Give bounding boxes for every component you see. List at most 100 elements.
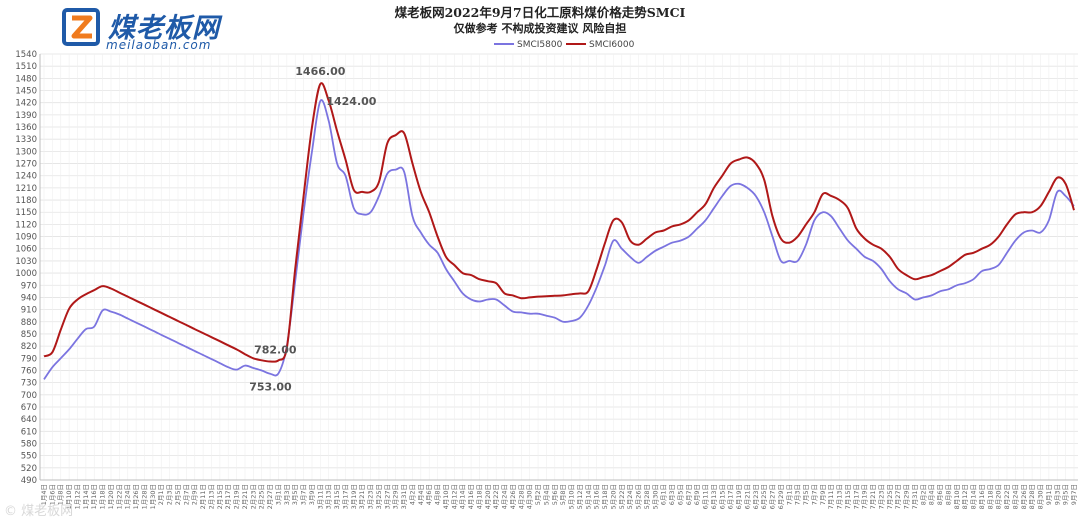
x-tick-label: 6月11日 [702, 484, 710, 509]
x-tick-label: 5月28日 [643, 484, 651, 509]
y-tick-label: 700 [21, 391, 37, 401]
y-tick-label: 730 [21, 379, 37, 389]
y-tick-label: 670 [21, 403, 37, 413]
brand-logo: 煤老板网 meilaoban.com [62, 8, 262, 52]
x-tick-label: 5月30日 [651, 484, 659, 509]
x-tick-label: 7月27日 [894, 484, 902, 509]
x-tick-label: 2月11日 [199, 484, 207, 509]
x-tick-label: 5月4日 [542, 484, 550, 505]
x-tick-label: 7月17日 [852, 484, 860, 509]
x-tick-label: 1月24日 [124, 484, 132, 509]
x-tick-label: 2月13日 [207, 484, 215, 509]
x-tick-label: 4月10日 [442, 484, 450, 509]
x-tick-label: 6月17日 [727, 484, 735, 509]
x-tick-label: 7月11日 [827, 484, 835, 509]
y-tick-label: 1180 [15, 196, 37, 206]
x-tick-label: 9月1日 [1045, 484, 1053, 505]
x-tick-label: 2月3日 [166, 484, 174, 505]
x-tick-label: 4月8日 [434, 484, 442, 505]
x-tick-label: 6月15日 [718, 484, 726, 509]
x-tick-label: 1月16日 [90, 484, 98, 509]
x-tick-label: 1月30日 [149, 484, 157, 509]
x-tick-label: 6月5日 [676, 484, 684, 505]
x-tick-label: 5月6日 [551, 484, 559, 505]
y-tick-label: 1210 [15, 184, 37, 194]
x-tick-label: 8月14日 [970, 484, 978, 509]
x-tick-label: 6月3日 [668, 484, 676, 505]
logo-url-text: meilaoban.com [106, 38, 212, 52]
x-tick-label: 7月21日 [869, 484, 877, 509]
x-tick-label: 2月7日 [182, 484, 190, 505]
y-tick-label: 1150 [15, 208, 37, 218]
y-tick-label: 910 [21, 306, 37, 316]
y-tick-label: 1390 [15, 111, 37, 121]
y-tick-label: 1000 [15, 269, 37, 279]
x-tick-label: 8月28日 [1028, 484, 1036, 509]
x-tick-label: 3月1日 [274, 484, 282, 505]
y-tick-label: 1480 [15, 74, 37, 84]
grid [39, 53, 1078, 481]
y-tick-label: 850 [21, 330, 37, 340]
x-tick-label: 2月19日 [233, 484, 241, 509]
x-tick-label: 8月20日 [995, 484, 1003, 509]
x-tick-label: 3月13日 [325, 484, 333, 509]
data-label: 782.00 [254, 344, 297, 357]
x-tick-label: 3月3日 [283, 484, 291, 505]
x-tick-label: 4月24日 [501, 484, 509, 509]
x-tick-label: 7月7日 [810, 484, 818, 505]
y-tick-label: 1090 [15, 233, 37, 243]
x-tick-label: 1月8日 [57, 484, 65, 505]
x-tick-label: 9月7日 [1070, 484, 1078, 505]
x-tick-label: 5月20日 [609, 484, 617, 509]
x-tick-label: 5月16日 [593, 484, 601, 509]
x-tick-label: 7月25日 [886, 484, 894, 509]
x-tick-label: 8月30日 [1037, 484, 1045, 509]
legend-label-smci6000: SMCI6000 [589, 40, 635, 50]
x-tick-label: 7月1日 [785, 484, 793, 505]
x-tick-label: 7月15日 [844, 484, 852, 509]
x-tick-label: 8月4日 [928, 484, 936, 505]
x-tick-label: 5月12日 [576, 484, 584, 509]
legend-label-smci5800: SMCI5800 [517, 40, 563, 50]
x-tick-label: 5月24日 [626, 484, 634, 509]
x-tick-label: 7月29日 [903, 484, 911, 509]
logo-brand-text: 煤老板网 [108, 13, 220, 44]
y-tick-label: 490 [21, 476, 37, 486]
x-tick-label: 6月9日 [693, 484, 701, 505]
x-tick-label: 4月18日 [475, 484, 483, 509]
chart-subtitle: 仅做参考 不构成投资建议 风险自担 [453, 21, 627, 35]
x-tick-label: 5月2日 [534, 484, 542, 505]
x-tick-label: 8月10日 [953, 484, 961, 509]
series-line-smci6000 [43, 82, 1075, 363]
x-tick-label: 4月28日 [517, 484, 525, 509]
x-tick-label: 6月13日 [710, 484, 718, 509]
y-tick-label: 1540 [15, 50, 37, 60]
watermark: © 煤老板网 [4, 504, 74, 519]
y-tick-label: 1240 [15, 172, 37, 182]
x-tick-label: 4月20日 [484, 484, 492, 509]
x-tick-label: 8月18日 [986, 484, 994, 509]
x-tick-label: 6月21日 [743, 484, 751, 509]
x-tick-label: 7月23日 [877, 484, 885, 509]
x-tick-label: 7月3日 [794, 484, 802, 505]
x-tick-label: 2月15日 [216, 484, 224, 509]
x-tick-label: 1月20日 [107, 484, 115, 509]
x-tick-label: 7月5日 [802, 484, 810, 505]
data-label: 1424.00 [326, 95, 376, 108]
x-tick-label: 8月16日 [978, 484, 986, 509]
x-tick-label: 6月7日 [685, 484, 693, 505]
x-axis: 1月4日 1月6日 1月8日 1月10日 1月12日 1月14日 1月16日 1月18日 1月2… [40, 484, 1078, 509]
x-tick-label: 8月8日 [944, 484, 952, 505]
x-tick-label: 8月22日 [1003, 484, 1011, 509]
x-tick-label: 5月8日 [559, 484, 567, 505]
x-tick-label: 9月3日 [1053, 484, 1061, 505]
x-tick-label: 6月1日 [660, 484, 668, 505]
x-tick-label: 7月9日 [819, 484, 827, 505]
x-tick-label: 1月26日 [132, 484, 140, 509]
x-tick-label: 3月5日 [291, 484, 299, 505]
x-tick-label: 8月12日 [961, 484, 969, 509]
x-tick-label: 6月23日 [752, 484, 760, 509]
x-tick-label: 3月19日 [350, 484, 358, 509]
x-tick-label: 3月7日 [300, 484, 308, 505]
x-tick-label: 6月19日 [735, 484, 743, 509]
